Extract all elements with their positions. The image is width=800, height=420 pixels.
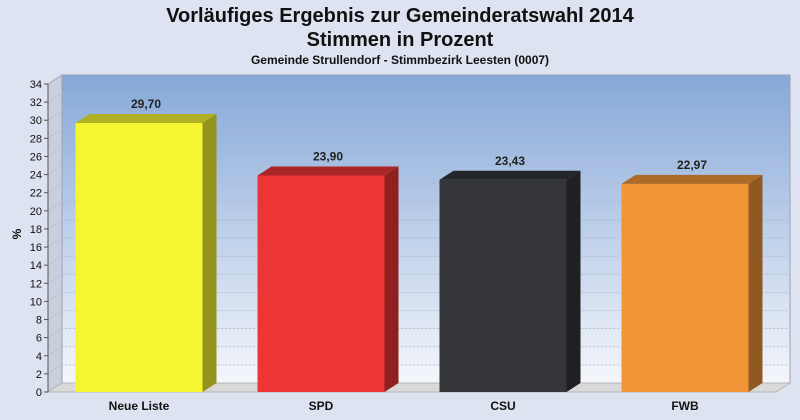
bar-side xyxy=(748,174,763,392)
bar-front xyxy=(439,179,567,392)
data-label: 23,90 xyxy=(313,149,343,163)
data-label: 29,70 xyxy=(131,97,161,111)
grid-line xyxy=(47,128,790,139)
bar: 29,70 xyxy=(75,97,217,392)
x-axis: Neue Liste SPD CSU FWB xyxy=(109,399,699,413)
y-tick-label: 12 xyxy=(30,278,42,290)
grid-line xyxy=(47,92,790,103)
x-tick-label: CSU xyxy=(490,399,515,413)
bar: 22,97 xyxy=(621,158,763,392)
x-tick-label: FWB xyxy=(671,399,699,413)
bar: 23,43 xyxy=(439,154,581,392)
bar-top xyxy=(75,113,217,123)
bars: 29,70 23,90 23,43 22,97 xyxy=(75,97,763,392)
y-tick-label: 4 xyxy=(36,351,42,363)
y-tick-label: 26 xyxy=(30,151,42,163)
data-label: 23,43 xyxy=(495,154,525,168)
y-tick-label: 34 xyxy=(30,79,42,91)
y-tick-label: 0 xyxy=(36,387,42,399)
y-tick-label: 22 xyxy=(30,188,42,200)
bar-side xyxy=(384,166,399,392)
y-tick-label: 32 xyxy=(30,97,42,109)
chart-title: Vorläufiges Ergebnis zur Gemeinderatswah… xyxy=(0,4,800,52)
y-tick-label: 6 xyxy=(36,333,42,345)
grid-line xyxy=(47,147,790,157)
bar: 23,90 xyxy=(257,149,399,392)
y-tick-label: 28 xyxy=(30,133,42,145)
bar-front xyxy=(257,175,385,392)
y-tick-label: 30 xyxy=(30,115,42,127)
y-tick-label: 8 xyxy=(36,315,42,327)
y-tick-label: 24 xyxy=(30,170,42,182)
grid-line xyxy=(47,74,790,85)
data-label: 22,97 xyxy=(677,158,707,172)
bar-side xyxy=(566,170,581,392)
y-tick-label: 2 xyxy=(36,369,42,381)
bar-top xyxy=(257,166,399,176)
x-tick-label: SPD xyxy=(309,399,334,413)
bar-front xyxy=(75,122,203,392)
y-tick-label: 10 xyxy=(30,296,42,308)
bar-side xyxy=(202,113,217,392)
chart-subtitle: Gemeinde Strullendorf - Stimmbezirk Lees… xyxy=(250,53,550,67)
chart-title-line-1: Vorläufiges Ergebnis zur Gemeinderatswah… xyxy=(166,5,634,27)
y-tick-label: 16 xyxy=(30,242,42,254)
bar-top xyxy=(621,174,763,184)
y-axis-label: % xyxy=(10,228,24,239)
grid-line xyxy=(47,110,790,121)
grid-line xyxy=(47,165,790,175)
bar-top xyxy=(439,170,581,180)
x-tick-label: Neue Liste xyxy=(109,399,170,413)
bar-front xyxy=(621,183,749,392)
y-tick-label: 20 xyxy=(30,206,42,218)
chart-title-line-2: Stimmen in Prozent xyxy=(306,29,494,51)
y-tick-label: 18 xyxy=(30,224,42,236)
y-tick-label: 14 xyxy=(30,260,42,272)
